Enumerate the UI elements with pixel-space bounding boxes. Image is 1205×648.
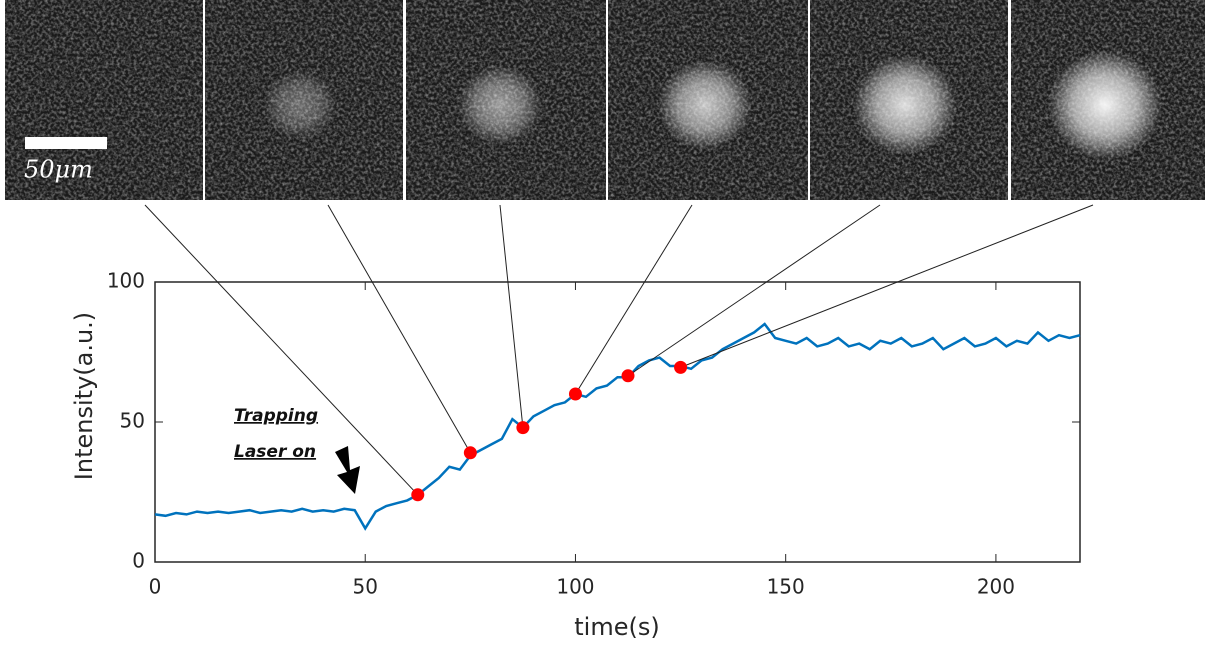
x-axis-label: time(s)	[574, 613, 659, 641]
connector	[327, 204, 471, 454]
annotation-arrow	[335, 446, 360, 494]
annotation: Trapping	[234, 406, 318, 426]
marker	[411, 488, 425, 502]
connector	[680, 204, 1094, 368]
connector	[575, 204, 693, 395]
image-glow	[263, 70, 337, 140]
y-tick-label: 50	[120, 409, 145, 433]
connector	[144, 204, 419, 496]
marker	[674, 360, 688, 374]
y-axis-label: Intensity(a.u.)	[70, 312, 98, 480]
x-tick-label: 100	[556, 575, 594, 599]
connector	[499, 204, 524, 428]
data-line	[154, 322, 1081, 531]
marker	[621, 369, 635, 383]
y-tick-label: 0	[132, 549, 145, 573]
image-panels: 50μm	[5, 0, 1205, 200]
image-glow	[1048, 50, 1162, 160]
image-glow	[458, 65, 542, 145]
x-tick-label: 50	[353, 575, 378, 599]
annotation: Laser on	[234, 442, 316, 462]
image-texture	[5, 0, 203, 200]
scale-bar	[25, 137, 107, 149]
plot-frame	[154, 281, 1081, 563]
x-tick-label: 200	[977, 575, 1015, 599]
x-tick-label: 0	[149, 575, 162, 599]
marker	[463, 446, 477, 460]
marker	[516, 421, 530, 435]
plot: 0 50 100 150 200 0 50 100	[107, 204, 1094, 599]
marker	[568, 387, 582, 401]
scale-bar-label: 50μm	[24, 156, 93, 184]
connector	[627, 204, 881, 377]
y-tick-label: 100	[107, 269, 145, 293]
image-glow	[658, 60, 752, 150]
x-tick-label: 150	[767, 575, 805, 599]
image-glow	[853, 55, 957, 155]
